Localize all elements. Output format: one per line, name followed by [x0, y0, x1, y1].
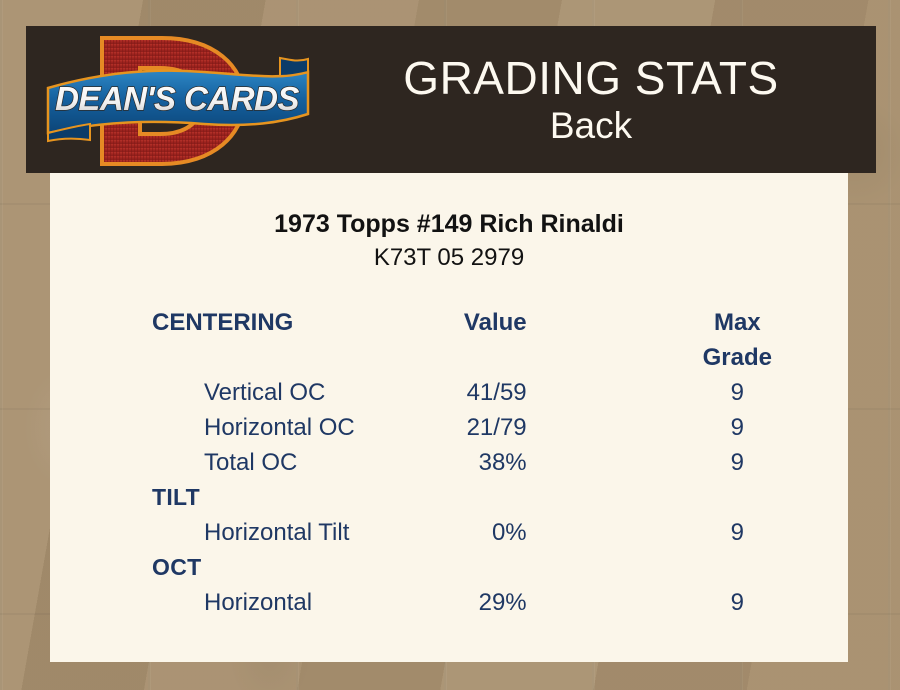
section-header-oct: OCT	[50, 550, 848, 585]
stat-value: 21/79	[466, 414, 527, 441]
section-spacer-grade	[703, 480, 848, 515]
table-row: Total OC 38% 9	[50, 445, 848, 480]
section-spacer-value	[411, 550, 703, 585]
table-row: Horizontal 29% 9	[50, 585, 848, 620]
logo-ribbon	[46, 56, 310, 143]
table-row: Horizontal OC 21/79 9	[50, 410, 848, 445]
deans-cards-logo[interactable]: DEAN'S CARDS	[44, 28, 314, 173]
column-header-value: Value	[463, 309, 527, 336]
stat-max-grade: 9	[730, 414, 744, 441]
table-row: Horizontal Tilt 0% 9	[50, 515, 848, 550]
stat-label: Vertical OC	[204, 379, 326, 406]
logo-ribbon-text: DEAN'S CARDS	[55, 80, 299, 117]
header-title-block: GRADING STATS Back	[326, 26, 876, 173]
table-row: Vertical OC 41/59 9	[50, 375, 848, 410]
stat-max-grade: 9	[730, 519, 744, 546]
page-title: GRADING STATS	[403, 51, 779, 104]
stat-label: Horizontal Tilt	[204, 519, 350, 546]
stat-max-grade: 9	[730, 379, 744, 406]
card-code: K73T 05 2979	[373, 244, 525, 271]
content-panel: 1973 Topps #149 Rich Rinaldi K73T 05 297…	[50, 173, 848, 662]
card-title: 1973 Topps #149 Rich Rinaldi	[274, 210, 624, 238]
section-title: TILT	[152, 484, 201, 510]
stat-value: 38%	[478, 449, 527, 476]
stat-value: 41/59	[466, 379, 527, 406]
stat-value: 29%	[478, 589, 527, 616]
grading-stats-table: CENTERING Value Max Grade Vertical OC 41…	[50, 305, 848, 620]
column-header-category: CENTERING	[152, 309, 294, 336]
stat-label: Horizontal OC	[204, 414, 355, 441]
page-subtitle: Back	[549, 104, 633, 146]
section-header-tilt: TILT	[50, 480, 848, 515]
stat-label: Total OC	[204, 449, 298, 476]
section-spacer-value	[411, 480, 703, 515]
stat-max-grade: 9	[730, 589, 744, 616]
stat-max-grade: 9	[730, 449, 744, 476]
stat-value: 0%	[491, 519, 527, 546]
section-title: OCT	[152, 554, 202, 580]
column-header-max-grade: Max Grade	[702, 309, 773, 371]
section-spacer-grade	[703, 550, 848, 585]
header-bar: DEAN'S CARDS GRADING STATS Back	[26, 26, 876, 173]
table-header-row: CENTERING Value Max Grade	[50, 305, 848, 375]
stat-label: Horizontal	[204, 589, 313, 616]
